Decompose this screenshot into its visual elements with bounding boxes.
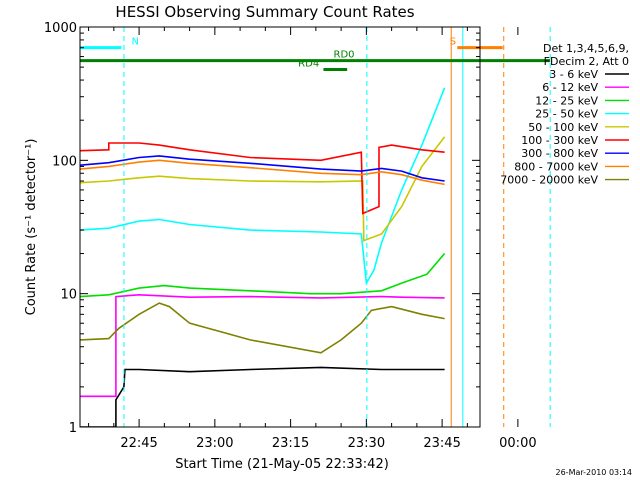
y-tick-label: 1000 [44,21,77,36]
annotation-label-n: N [132,37,139,48]
x-tick-label: 23:30 [348,436,385,451]
series-25-50-kev-post-gap [536,216,550,234]
y-tick-label: 1 [69,421,77,436]
x-tick-label: 00:00 [499,436,536,451]
series-50-100-kev [80,136,446,242]
y-tick-label: 100 [52,154,77,169]
legend: Det 1,3,4,5,6,9, FDecim 2, Att 0 3 - 6 k… [500,42,629,187]
annotation-label-rd4: RD4 [298,59,319,70]
annotation-label-s: S [450,37,456,48]
legend-label-25-50-kev: 25 - 50 keV [535,108,598,121]
series-6-12-kev [80,293,445,398]
series-7000-20000-kev [80,302,445,354]
legend-header-line-1: Det 1,3,4,5,6,9, [543,42,629,55]
series-3-6-kev-post-gap [536,412,550,417]
series-100-300-kev [80,142,445,215]
y-axis: 1 10 100 1000 [44,21,480,436]
footer-date: 26-Mar-2010 03:14 [556,468,633,477]
x-tick-label: 22:45 [120,436,157,451]
series-300-800-kev [80,155,445,182]
series-group [80,87,550,427]
legend-header-line-2: FDecim 2, Att 0 [544,55,629,68]
legend-label-800-7000-kev: 800 - 7000 keV [514,160,598,173]
plot-frame [79,26,481,428]
y-tick-label: 10 [60,288,77,303]
chart-title: HESSI Observing Summary Count Rates [115,3,414,21]
x-axis-label: Start Time (21-May-05 22:33:42) [175,457,389,472]
legend-label-50-100-kev: 50 - 100 keV [528,121,598,134]
series-6-12-kev-post-gap [536,288,550,314]
series-3-6-kev [80,366,445,427]
y-axis-label: Count Rate (s⁻¹ detector⁻¹) [24,139,39,316]
series-12-25-kev-post-gap [536,283,550,310]
legend-label-3-6-kev: 3 - 6 keV [549,68,598,81]
annotation-label-rd0: RD0 [334,50,355,61]
annotations: N S RD0 RD4 [80,37,551,72]
series-7000-20000-kev-post-gap [536,294,550,324]
x-tick-label: 23:45 [423,436,460,451]
x-tick-label: 23:15 [272,436,309,451]
legend-label-6-12-kev: 6 - 12 keV [542,81,598,94]
series-25-50-kev [80,87,446,286]
series-12-25-kev [80,252,446,298]
plot-data [80,87,550,427]
legend-label-100-300-kev: 100 - 300 keV [521,134,598,147]
series-800-7000-kev [80,159,445,186]
marker-lines [123,27,551,427]
legend-label-12-25-kev: 12 - 25 keV [535,94,598,107]
legend-label-7000-20000-kev: 7000 - 20000 keV [500,174,598,187]
x-tick-label: 23:00 [196,436,233,451]
x-axis: 22:45 23:00 23:15 23:30 23:45 00:00 [88,27,537,451]
legend-label-300-800-kev: 300 - 800 keV [521,147,598,160]
